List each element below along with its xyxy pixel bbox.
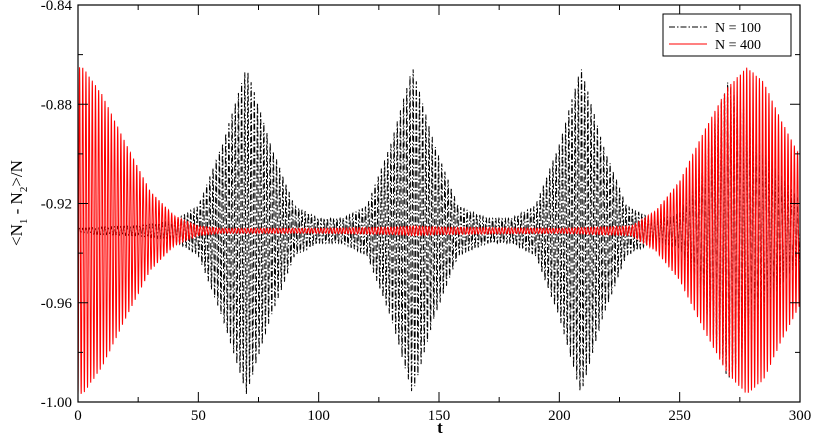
y-tick-label: -0.96 — [41, 296, 73, 312]
x-tick-label: 100 — [307, 408, 330, 424]
x-tick-label: 0 — [74, 408, 82, 424]
legend-box — [662, 13, 792, 57]
y-tick-label: -1.00 — [41, 395, 72, 411]
x-tick-label: 250 — [668, 408, 691, 424]
y-title-part-c: >/N — [7, 160, 26, 187]
x-tick-label: 300 — [789, 408, 812, 424]
y-title-part-a: <N — [7, 224, 26, 246]
y-tick-label: -0.92 — [41, 197, 72, 213]
x-axis-title: t — [437, 418, 443, 436]
y-title-part-b: - N — [7, 192, 26, 218]
y-title-sub-1: 1 — [18, 219, 30, 225]
svg-text:<N1 - N2>/N: <N1 - N2>/N — [7, 160, 30, 246]
y-title-sub-2: 2 — [18, 187, 30, 193]
series-line-2 — [77, 67, 801, 395]
y-tick-label: -0.84 — [41, 0, 73, 14]
x-tick-label: 200 — [548, 408, 571, 424]
plot-lines — [77, 67, 801, 395]
x-tick-label: 150 — [428, 408, 451, 424]
legend-label: N = 100 — [715, 21, 761, 36]
y-tick-label: -0.88 — [41, 97, 72, 113]
x-tick-label: 50 — [191, 408, 206, 424]
legend: N = 100 N = 400 — [662, 13, 792, 57]
axes: 0 50 100 150 200 250 300 -1.00 -0.96 -0.92 -0.88 -0… — [41, 0, 812, 424]
legend-label: N = 400 — [715, 38, 761, 53]
y-axis-title: <N1 - N2>/N — [7, 160, 30, 246]
